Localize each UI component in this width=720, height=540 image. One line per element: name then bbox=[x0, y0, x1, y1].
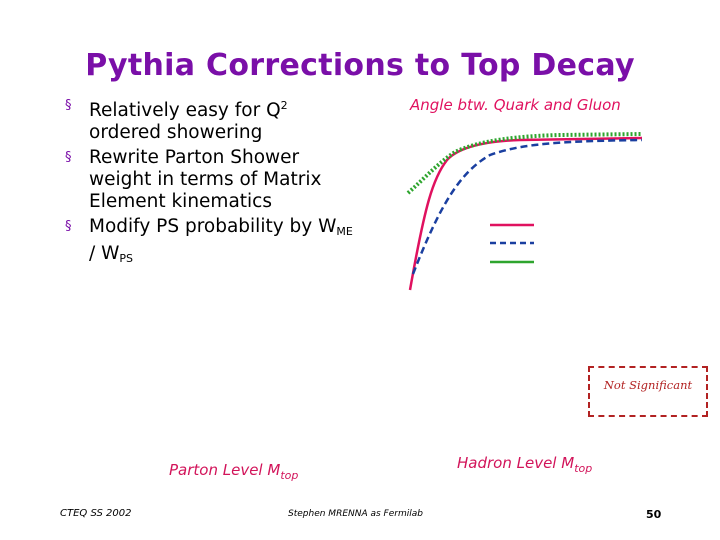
bullet-item: § Modify PS probability by WME / WPS bbox=[64, 216, 354, 270]
hadron-level-caption: Hadron Level Mtop bbox=[457, 454, 592, 475]
weight-ps-subscript: PS bbox=[119, 252, 134, 265]
bullet-icon: § bbox=[65, 219, 72, 234]
bullet-item: § Rewrite Parton Shower weight in terms … bbox=[64, 147, 354, 213]
angle-label: Angle btw. Quark and Gluon bbox=[410, 96, 621, 114]
bullet-text: Rewrite Parton Shower weight in terms of… bbox=[89, 147, 322, 212]
slide-title: Pythia Corrections to Top Decay bbox=[85, 48, 635, 83]
footer-center: Stephen MRENNA as Fermilab bbox=[288, 509, 423, 519]
hadron-level-subscript: top bbox=[574, 462, 593, 475]
weight-separator: / bbox=[89, 243, 102, 264]
parton-level-caption: Parton Level Mtop bbox=[169, 461, 298, 482]
bullet-icon: § bbox=[65, 150, 72, 165]
weight-me: W bbox=[318, 216, 337, 237]
footer-left: CTEQ SS 2002 bbox=[60, 508, 132, 519]
not-significant-box: Not Significant bbox=[588, 366, 708, 417]
parton-level-text: Parton Level M bbox=[169, 461, 281, 479]
dashed-curve bbox=[411, 138, 643, 275]
bullet-list: § Relatively easy for Q2 ordered showeri… bbox=[64, 95, 354, 273]
curves-figure bbox=[406, 132, 643, 291]
bullet-text: Relatively easy for Q bbox=[89, 100, 281, 121]
bullet-text: Modify PS probability by bbox=[89, 216, 319, 237]
bullet-icon: § bbox=[65, 98, 72, 113]
parton-level-subscript: top bbox=[280, 469, 299, 482]
dotted-curve bbox=[406, 132, 643, 195]
hadron-level-text: Hadron Level M bbox=[457, 454, 575, 472]
superscript: 2 bbox=[280, 99, 288, 112]
page-number: 50 bbox=[646, 508, 662, 521]
weight-me-subscript: ME bbox=[336, 225, 353, 238]
solid-curve bbox=[408, 136, 643, 291]
bullet-text-rest: ordered showering bbox=[89, 122, 263, 143]
bullet-item: § Relatively easy for Q2 ordered showeri… bbox=[64, 95, 354, 144]
weight-ps: W bbox=[101, 243, 120, 264]
